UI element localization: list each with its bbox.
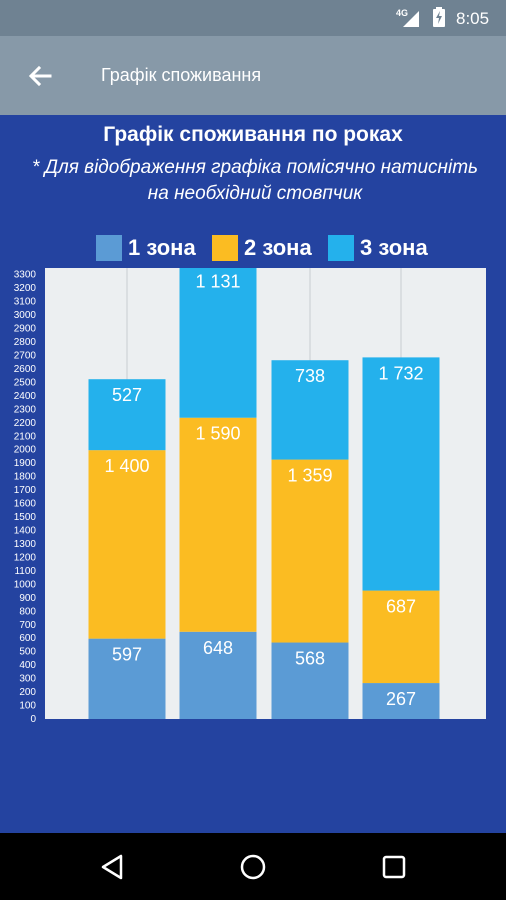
bar-segment: [362, 590, 440, 684]
y-tick-label: 3000: [14, 310, 37, 321]
data-label: 648: [203, 638, 233, 658]
chart-title: Графік споживання по роках: [103, 123, 403, 146]
legend-swatch-zone-3: [328, 235, 354, 261]
data-label: 1 131: [195, 271, 240, 291]
y-tick-label: 1900: [14, 458, 37, 469]
data-label: 568: [295, 649, 325, 669]
legend-item-zone-1: 1 зона: [96, 233, 196, 263]
y-tick-label: 100: [19, 701, 36, 712]
bar-segment: [179, 417, 257, 632]
app-bar: Графік споживання: [0, 36, 506, 115]
y-tick-label: 2700: [14, 351, 37, 362]
y-tick-label: 1600: [14, 499, 37, 510]
y-tick-label: 300: [19, 674, 36, 685]
y-tick-label: 1200: [14, 552, 37, 563]
y-tick-label: 200: [19, 687, 36, 698]
square-recents-icon[interactable]: [378, 851, 410, 883]
y-tick-label: 2500: [14, 377, 37, 388]
navigation-bar: [0, 833, 506, 900]
y-tick-label: 2400: [14, 391, 37, 402]
clock: 8:05: [456, 9, 490, 28]
bar-segment: [179, 631, 257, 719]
y-tick-label: 2000: [14, 445, 37, 456]
legend-label-zone-1: 1 зона: [128, 235, 196, 260]
network-type: 4G: [396, 8, 409, 18]
bar-segment: [362, 357, 440, 591]
legend-swatch-zone-1: [96, 235, 122, 261]
bar-segment: [271, 459, 349, 643]
chart-subtitle: * Для відображення графіка помісячно нат…: [31, 157, 479, 204]
y-tick-label: 2800: [14, 337, 37, 348]
bar-segment: [88, 638, 166, 719]
y-tick-label: 2300: [14, 404, 37, 415]
signal-icon: [403, 11, 419, 27]
stacked-bar-chart: 0 100 200 300 400 500 600 700 800 900 1000 1100 1200…: [14, 268, 486, 725]
bar-segment: [88, 379, 166, 451]
y-tick-label: 600: [19, 633, 36, 644]
data-label: 1 590: [195, 424, 240, 444]
legend-item-zone-2: 2 зона: [212, 233, 312, 263]
y-tick-label: 700: [19, 620, 36, 631]
chart-legend: 1 зона 2 зона 3 зона: [0, 233, 506, 263]
legend-item-zone-3: 3 зона: [328, 233, 428, 263]
bar-segment: [362, 683, 440, 719]
y-tick-label: 2200: [14, 418, 37, 429]
y-tick-label: 1700: [14, 485, 37, 496]
y-tick-label: 3100: [14, 297, 37, 308]
legend-label-zone-3: 3 зона: [360, 235, 428, 260]
y-tick-label: 500: [19, 647, 36, 658]
y-tick-label: 1500: [14, 512, 37, 523]
arrow-left-icon[interactable]: [24, 60, 56, 92]
bar-segment: [271, 360, 349, 460]
y-tick-label: 1400: [14, 526, 37, 537]
battery-charging-icon: [433, 7, 445, 27]
data-label: 597: [112, 645, 142, 665]
y-tick-label: 2100: [14, 431, 37, 442]
y-tick-label: 3200: [14, 283, 37, 294]
data-label: 1 400: [104, 456, 149, 476]
legend-label-zone-2: 2 зона: [244, 235, 312, 260]
y-tick-label: 800: [19, 606, 36, 617]
data-label: 1 359: [287, 466, 332, 486]
y-tick-label: 1100: [14, 566, 36, 577]
y-tick-label: 1300: [14, 539, 37, 550]
triangle-back-icon[interactable]: [97, 851, 129, 883]
bar-segment: [88, 450, 166, 639]
legend-swatch-zone-2: [212, 235, 238, 261]
y-tick-label: 400: [19, 660, 36, 671]
data-label: 687: [386, 597, 416, 617]
y-tick-label: 1800: [14, 472, 37, 483]
data-label: 527: [112, 385, 142, 405]
chart-screen: Графік споживання по роках * Для відобра…: [0, 115, 506, 833]
data-label: 1 732: [378, 363, 423, 383]
y-tick-label: 2900: [14, 324, 37, 335]
circle-home-icon[interactable]: [237, 851, 269, 883]
status-bar: 4G 8:05: [0, 0, 506, 36]
bar-segment: [271, 642, 349, 719]
y-tick-label: 900: [19, 593, 36, 604]
y-tick-label: 2600: [14, 364, 37, 375]
y-tick-label: 0: [30, 714, 36, 725]
bar-segment: [179, 268, 257, 418]
data-label: 267: [386, 689, 416, 709]
y-tick-label: 3300: [14, 270, 37, 281]
data-label: 738: [295, 366, 325, 386]
app-bar-title: Графік споживання: [101, 65, 262, 85]
y-tick-label: 1000: [14, 579, 37, 590]
